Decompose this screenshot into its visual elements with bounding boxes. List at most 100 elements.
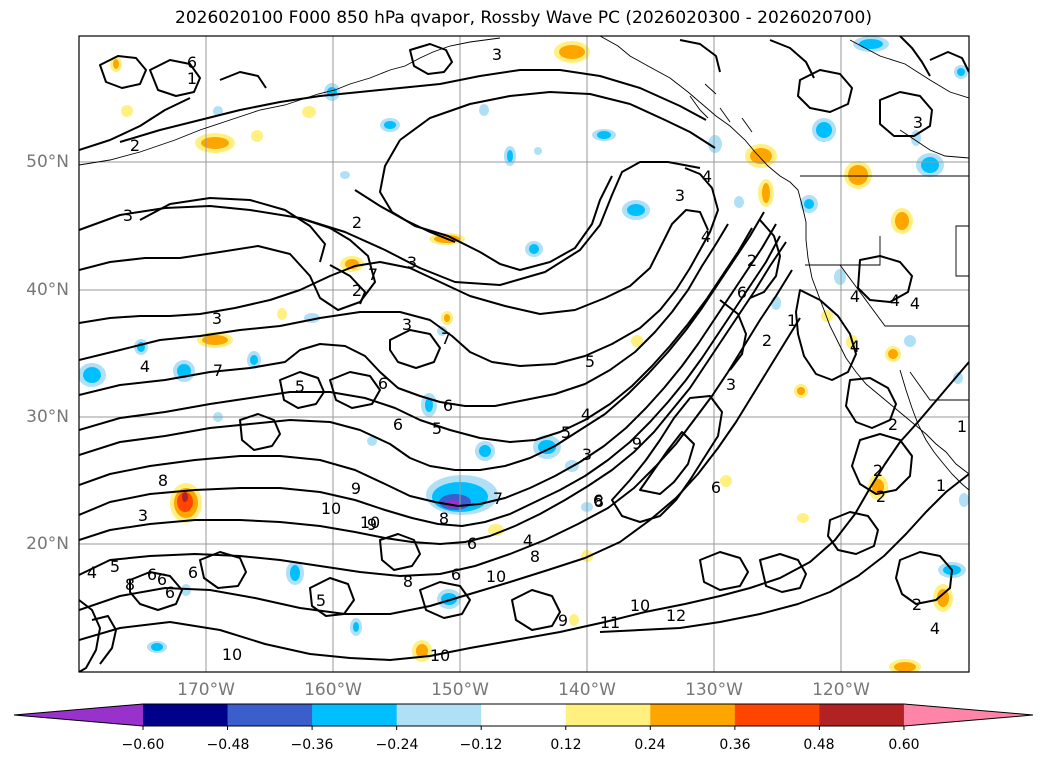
- colorbar-bin: [396, 704, 482, 726]
- contour-label: 4: [930, 619, 940, 638]
- contour-label: 3: [913, 113, 923, 132]
- contour-label: 11: [600, 613, 620, 632]
- contour-label: 3: [138, 506, 148, 525]
- lat-label-50n: 50°N: [26, 152, 69, 172]
- contour-label: 2: [762, 331, 772, 350]
- contour-label: 8: [158, 471, 168, 490]
- contour-label: 5: [561, 423, 571, 442]
- contour-label: 9: [558, 611, 568, 630]
- colorbar-tick-label: 0.60: [888, 737, 920, 753]
- contour-label: 9: [367, 515, 377, 534]
- contour-label: 2: [352, 281, 362, 300]
- contour-label: 9: [632, 434, 642, 453]
- contour-label: 1: [957, 417, 967, 436]
- contour-label: 3: [123, 206, 133, 225]
- contour-label: 5: [110, 557, 120, 576]
- contour-label: 2: [873, 461, 883, 480]
- contour-label: 10: [430, 646, 450, 665]
- contour-label: 3: [675, 186, 685, 205]
- colorbar-tick-label: −0.24: [375, 737, 419, 753]
- contour-label: 7: [493, 489, 503, 508]
- contour-label: 10: [321, 499, 341, 518]
- contour-label: 6: [378, 374, 388, 393]
- colorbar-tick-label: −0.36: [290, 737, 334, 753]
- colorbar-bin: [734, 704, 820, 726]
- contour-label: 1: [187, 69, 197, 88]
- contour-label: 4: [910, 294, 920, 313]
- contour-label: 4: [523, 531, 533, 550]
- contour-label: 2: [352, 213, 362, 232]
- contour-label: 6: [147, 565, 157, 584]
- colorbar-tick-label: −0.12: [459, 737, 503, 753]
- colorbar-bin: [819, 704, 905, 726]
- contour-label: 1: [787, 311, 797, 330]
- contour-label: 4: [87, 563, 97, 582]
- contour-label: 6: [711, 478, 721, 497]
- colorbar-tick-label: 0.36: [719, 737, 751, 753]
- contour-label: 5: [432, 419, 442, 438]
- contour-label: 9: [351, 479, 361, 498]
- contour-label: 6: [467, 534, 477, 553]
- contour-label: 8: [439, 509, 449, 528]
- contour-label: 4: [890, 291, 900, 310]
- contour-label: 2: [912, 595, 922, 614]
- contour-label: 5: [295, 377, 305, 396]
- contour-label: 3: [212, 309, 222, 328]
- lon-label-130w: 130°W: [685, 680, 743, 700]
- lat-label-40n: 40°N: [26, 280, 69, 300]
- lon-label-170w: 170°W: [177, 680, 235, 700]
- contour-label: 7: [213, 361, 223, 380]
- contour-label: 3: [407, 253, 417, 272]
- contour-label: 4: [581, 405, 591, 424]
- colorbar: [13, 703, 1034, 730]
- lat-label-20n: 20°N: [26, 534, 69, 554]
- contour-label: 6: [451, 565, 461, 584]
- qvapor-contours: [79, 36, 969, 672]
- contour-label: 7: [368, 265, 378, 284]
- contour-label: 3: [492, 45, 502, 64]
- contour-label: 4: [140, 357, 150, 376]
- contour-label: 2: [130, 136, 140, 155]
- contour-label: 2: [876, 487, 886, 506]
- contour-label: 3: [726, 375, 736, 394]
- contour-label: 6: [187, 53, 197, 72]
- contour-label: 2: [888, 415, 898, 434]
- colorbar-tick-label: 0.24: [634, 737, 666, 753]
- contour-label: 3: [582, 445, 592, 464]
- contour-label: 6: [188, 563, 198, 582]
- contour-label: 4: [850, 287, 860, 306]
- lat-label-30n: 30°N: [26, 407, 69, 427]
- contour-label: 5: [585, 352, 595, 371]
- coastlines: [79, 36, 969, 491]
- contour-label: 6: [157, 570, 167, 589]
- contour-label: 2: [747, 251, 757, 270]
- lon-label-120w: 120°W: [812, 680, 870, 700]
- contour-label: 4: [850, 337, 860, 356]
- graticule: [79, 36, 969, 672]
- colorbar-bin: [481, 704, 567, 726]
- colorbar-tick-label: −0.48: [206, 737, 250, 753]
- contour-label: 6: [443, 396, 453, 415]
- contour-label: 4: [701, 227, 711, 246]
- contour-label: 10: [360, 513, 380, 532]
- contour-label: 5: [316, 591, 326, 610]
- contour-label: 6: [737, 283, 747, 302]
- colorbar-tick-label: 0.48: [803, 737, 835, 753]
- colorbar-extend-min: [14, 704, 143, 726]
- map-title: 2026020100 F000 850 hPa qvapor, Rossby W…: [175, 8, 872, 28]
- contour-label: 8: [594, 492, 604, 511]
- contour-label: 8: [403, 572, 413, 591]
- contour-label: 8: [125, 575, 135, 594]
- contour-label: 4: [702, 167, 712, 186]
- contour-label: 12: [666, 606, 686, 625]
- colorbar-bin: [312, 704, 398, 726]
- contour-label: 6: [593, 491, 603, 510]
- colorbar-bin: [565, 704, 651, 726]
- contour-label: 6: [393, 415, 403, 434]
- colorbar-bin: [227, 704, 313, 726]
- lon-label-150w: 150°W: [431, 680, 489, 700]
- lon-label-160w: 160°W: [304, 680, 362, 700]
- lon-label-140w: 140°W: [558, 680, 616, 700]
